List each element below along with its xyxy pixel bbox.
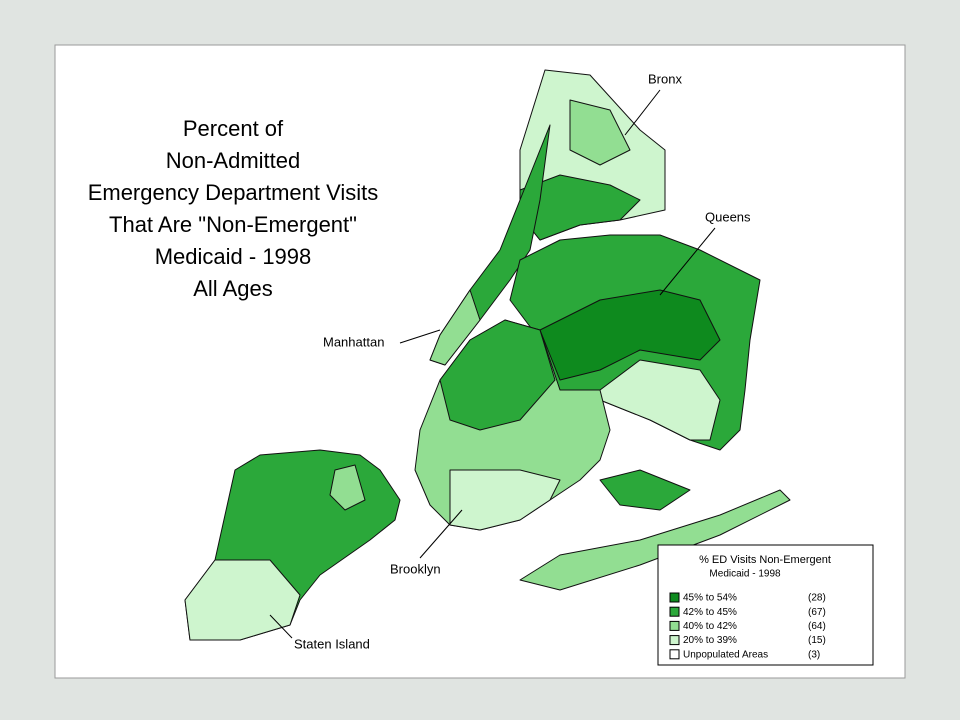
leader-line [269,614,293,639]
leader-line [399,329,441,344]
borough-label: Brooklyn [390,561,441,576]
legend-label: 20% to 39% [683,635,737,646]
leader-line [419,509,463,559]
legend-box [657,544,874,666]
leader-line [624,89,661,136]
staten-island-north [329,464,366,511]
bronx-mid [569,99,631,166]
legend-swatch [669,649,680,660]
map [184,69,791,641]
leader-line [659,227,716,296]
title-line: That Are "Non-Emergent" [109,212,357,237]
legend-label: 45% to 54% [683,593,737,604]
legend-items: 45% to 54% (28) 42% to 45% (67) 40% to 42% (6… [669,592,826,660]
borough-label: Staten Island [294,636,370,651]
legend-count: (64) [808,621,826,632]
legend-label: 42% to 45% [683,607,737,618]
title-line: Medicaid - 1998 [155,244,312,269]
borough-label: Manhattan [323,334,384,349]
legend: % ED Visits Non-Emergent Medicaid - 1998… [657,544,874,666]
legend-swatch [669,635,680,646]
queens-south [599,359,721,441]
legend-label: 40% to 42% [683,621,737,632]
title-line: Non-Admitted [166,148,301,173]
title-line: All Ages [193,276,273,301]
brooklyn-north [439,319,556,431]
legend-swatch [669,620,680,631]
legend-count: (28) [808,593,826,604]
legend-count: (67) [808,607,826,618]
manhattan-south [429,289,481,366]
legend-swatch [669,592,680,603]
title-line: Percent of [183,116,284,141]
legend-count: (3) [808,649,820,660]
title-line: Emergency Department Visits [88,180,379,205]
legend-count: (15) [808,635,826,646]
queens-dark [539,289,721,381]
brooklyn-south [449,469,561,531]
jamaica-bay-islands [599,469,691,511]
rockaway [519,489,791,591]
legend-label: Unpopulated Areas [683,649,768,660]
legend-title: % ED Visits Non-Emergent [699,554,831,566]
borough-labels: Bronx Queens Manhattan Brooklyn Staten I… [269,71,751,651]
title-block: Percent of Non-Admitted Emergency Depart… [88,116,379,301]
staten-island-south [184,559,301,641]
borough-label: Queens [705,209,751,224]
borough-label: Bronx [648,71,682,86]
legend-subtitle: Medicaid - 1998 [709,569,781,580]
legend-swatch [669,606,680,617]
